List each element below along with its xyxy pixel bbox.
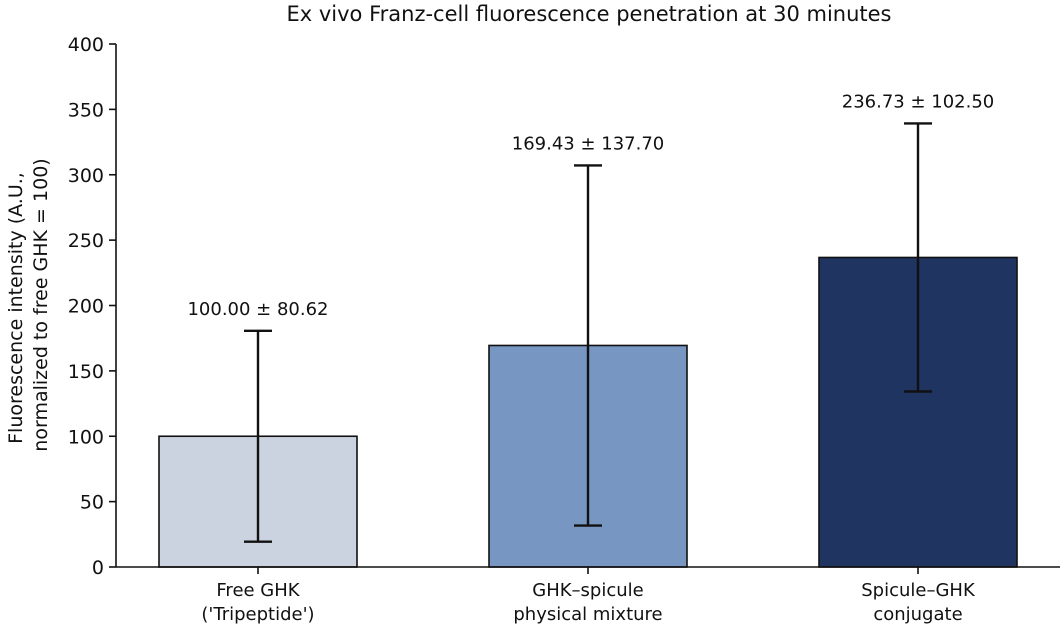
y-tick-label-400: 400 [68, 34, 104, 56]
y-tick-label-350: 350 [68, 99, 104, 121]
x-tick-label-3: Spicule–GHK conjugate [861, 580, 976, 625]
y-tick-label-150: 150 [68, 361, 104, 383]
y-tick-label-300: 300 [68, 165, 104, 187]
value-label-1: 100.00 ± 80.62 [187, 299, 328, 320]
y-tick-label-200: 200 [68, 296, 104, 318]
plot-area: 100.00 ± 80.62 169.43 ± 137.70 236.73 ± 10… [68, 34, 1060, 625]
y-tick-label-250: 250 [68, 230, 104, 252]
error-bar-3 [904, 122, 932, 393]
error-bar-1 [244, 329, 272, 543]
y-axis-label-line-1: Fluorescence intensity (A.U., [5, 172, 27, 444]
x-tick-label-3-line-2: conjugate [873, 604, 962, 625]
value-label-3: 236.73 ± 102.50 [842, 91, 995, 112]
value-label-2: 169.43 ± 137.70 [512, 133, 665, 154]
y-tick-label-50: 50 [80, 492, 104, 514]
y-axis-label: Fluorescence intensity (A.U., normalized… [5, 158, 52, 451]
y-tick-label-100: 100 [68, 426, 104, 448]
y-axis-label-line-2: normalized to free GHK = 100) [30, 158, 52, 451]
x-tick-label-1-line-2: ('Tripeptide') [201, 604, 314, 625]
x-tick-label-2-line-1: GHK–spicule [532, 580, 643, 601]
x-tick-label-1-line-1: Free GHK [216, 580, 300, 601]
x-tick-label-3-line-1: Spicule–GHK [861, 580, 976, 601]
x-tick-label-2: GHK–spicule physical mixture [513, 580, 662, 625]
chart-title: Ex vivo Franz-cell fluorescence penetrat… [287, 2, 892, 26]
x-tick-label-1: Free GHK ('Tripeptide') [201, 580, 314, 625]
error-bar-2 [574, 164, 602, 527]
y-tick-label-0: 0 [92, 557, 104, 579]
x-tick-label-2-line-2: physical mixture [513, 604, 662, 625]
